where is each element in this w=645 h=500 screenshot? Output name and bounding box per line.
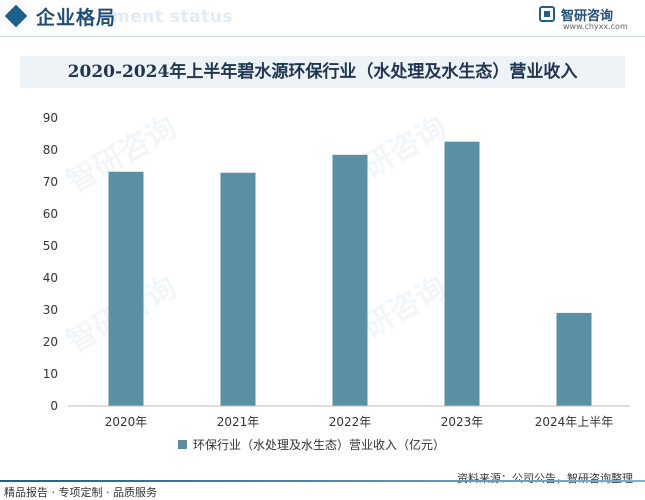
- chart-title: 2020-2024年上半年碧水源环保行业（水处理及水生态）营业收入: [67, 62, 578, 82]
- x-axis: 2020年 2021年 2022年 2023年 2024年上半年: [68, 405, 630, 429]
- header-subtitle: ment status: [112, 7, 233, 27]
- y-tick-label: 30: [43, 303, 58, 317]
- header-divider: [0, 36, 645, 37]
- legend-label: 环保行业（水处理及水生态）营业收入（亿元）: [193, 438, 446, 452]
- bar: [108, 171, 144, 406]
- header: ment status 企业格局 智研咨询 www.chyxx.com: [0, 0, 645, 34]
- x-tick-label: 2022年: [329, 415, 372, 429]
- footer-text: 精品报告 · 专项定制 · 品质服务: [4, 486, 157, 499]
- source-note: 资料来源：公司公告，智研咨询整理: [457, 472, 633, 485]
- logo-name: 智研咨询: [561, 9, 614, 24]
- y-tick-label: 90: [43, 111, 58, 125]
- bars: [108, 141, 592, 406]
- legend-swatch: [178, 440, 187, 449]
- legend: 环保行业（水处理及水生态）营业收入（亿元）: [178, 434, 446, 452]
- bar: [332, 154, 368, 406]
- x-tick-label: 2021年: [217, 415, 260, 429]
- y-tick-label: 70: [43, 175, 58, 189]
- y-tick-label: 80: [43, 143, 58, 157]
- logo: 智研咨询 www.chyxx.com: [539, 4, 631, 34]
- x-tick-label: 2024年上半年: [535, 415, 614, 429]
- chart-logo-icon: [539, 6, 555, 22]
- chart-title-bar: 2020-2024年上半年碧水源环保行业（水处理及水生态）营业收入: [20, 56, 625, 88]
- footer-accent: [0, 480, 645, 482]
- y-tick-label: 0: [50, 399, 58, 413]
- logo-url: www.chyxx.com: [563, 22, 628, 31]
- header-title: 企业格局: [36, 7, 117, 29]
- y-tick-label: 50: [43, 239, 58, 253]
- y-tick-label: 10: [43, 367, 58, 381]
- bar: [556, 312, 592, 406]
- y-tick-label: 60: [43, 207, 58, 221]
- bar: [444, 141, 480, 406]
- x-tick-label: 2023年: [441, 415, 484, 429]
- y-axis: 0 10 20 30 40 50 60 70 80 90: [43, 111, 58, 413]
- y-tick-label: 20: [43, 335, 58, 349]
- x-tick-label: 2020年: [105, 415, 148, 429]
- bar: [220, 172, 256, 406]
- y-tick-label: 40: [43, 271, 58, 285]
